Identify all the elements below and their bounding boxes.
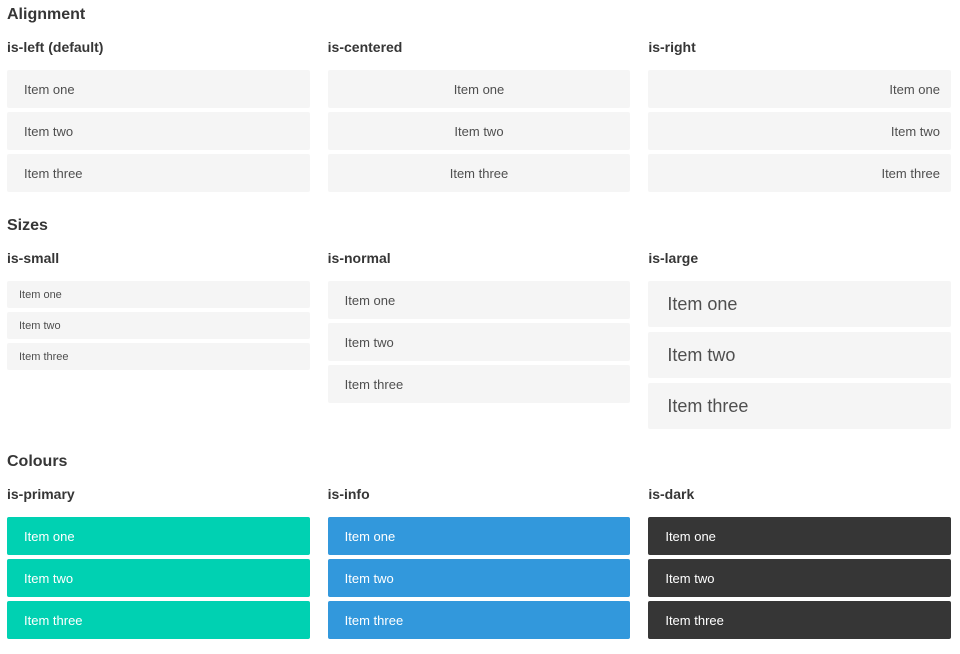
example-label-is-normal: is-normal	[327, 250, 391, 266]
list-item[interactable]: Item one	[7, 70, 310, 108]
list-item[interactable]: Item three	[648, 601, 951, 639]
list-item[interactable]: Item three	[648, 383, 951, 429]
list-item[interactable]: Item two	[648, 332, 951, 378]
list-item[interactable]: Item one	[648, 70, 951, 108]
list-is-small: Item one Item two Item three	[7, 281, 310, 370]
list-item[interactable]: Item one	[327, 281, 631, 319]
example-is-primary: is-primary Item one Item two Item three	[7, 487, 310, 639]
list-item[interactable]: Item one	[648, 517, 951, 555]
section-title-alignment: Alignment	[7, 6, 86, 23]
list-item[interactable]: Item one	[648, 281, 951, 327]
section-sizes: Sizes is-small Item one Item two Item th…	[7, 216, 951, 429]
sizes-examples-row: is-small Item one Item two Item three is…	[7, 251, 951, 429]
list-item[interactable]: Item two	[327, 112, 631, 150]
list-item[interactable]: Item three	[327, 601, 631, 639]
example-label-is-large: is-large	[648, 250, 699, 266]
list-is-centered: Item one Item two Item three	[327, 70, 631, 192]
colours-examples-row: is-primary Item one Item two Item three …	[7, 487, 951, 639]
list-item[interactable]: Item two	[7, 112, 310, 150]
list-item[interactable]: Item one	[7, 281, 310, 308]
section-title-sizes: Sizes	[7, 217, 48, 234]
list-item[interactable]: Item two	[7, 559, 310, 597]
example-label-is-info: is-info	[327, 486, 370, 502]
list-item[interactable]: Item one	[327, 517, 631, 555]
example-label-is-small: is-small	[7, 250, 60, 266]
list-item[interactable]: Item one	[7, 517, 310, 555]
example-is-dark: is-dark Item one Item two Item three	[648, 487, 951, 639]
example-is-left: is-left (default) Item one Item two Item…	[7, 40, 310, 192]
section-title-colours: Colours	[7, 453, 68, 470]
example-is-large: is-large Item one Item two Item three	[648, 251, 951, 429]
example-label-is-left: is-left (default)	[7, 39, 104, 55]
list-item[interactable]: Item one	[327, 70, 631, 108]
example-is-centered: is-centered Item one Item two Item three	[327, 39, 631, 192]
example-is-normal: is-normal Item one Item two Item three	[327, 250, 631, 403]
example-is-small: is-small Item one Item two Item three	[7, 251, 310, 370]
list-item[interactable]: Item three	[7, 343, 310, 370]
list-is-info: Item one Item two Item three	[327, 517, 631, 639]
list-is-right: Item one Item two Item three	[648, 70, 951, 192]
list-item[interactable]: Item two	[648, 112, 951, 150]
list-is-left: Item one Item two Item three	[7, 70, 310, 192]
list-item[interactable]: Item three	[7, 154, 310, 192]
example-label-is-primary: is-primary	[7, 486, 75, 502]
list-item[interactable]: Item two	[327, 559, 631, 597]
example-label-is-right: is-right	[648, 39, 696, 55]
list-item[interactable]: Item three	[327, 154, 631, 192]
section-alignment: Alignment is-left (default) Item one Ite…	[7, 5, 951, 192]
example-label-is-dark: is-dark	[648, 486, 695, 502]
list-is-normal: Item one Item two Item three	[327, 281, 631, 403]
section-colours: Colours is-primary Item one Item two Ite…	[7, 452, 951, 639]
list-item[interactable]: Item two	[327, 323, 631, 361]
list-item[interactable]: Item three	[327, 365, 631, 403]
list-item[interactable]: Item three	[7, 601, 310, 639]
list-is-large: Item one Item two Item three	[648, 281, 951, 429]
list-item[interactable]: Item three	[648, 154, 951, 192]
example-is-right: is-right Item one Item two Item three	[648, 40, 951, 192]
alignment-examples-row: is-left (default) Item one Item two Item…	[7, 40, 951, 192]
list-item[interactable]: Item two	[7, 312, 310, 339]
list-is-dark: Item one Item two Item three	[648, 517, 951, 639]
example-label-is-centered: is-centered	[327, 39, 403, 55]
example-is-info: is-info Item one Item two Item three	[327, 486, 631, 639]
list-item[interactable]: Item two	[648, 559, 951, 597]
list-is-primary: Item one Item two Item three	[7, 517, 310, 639]
